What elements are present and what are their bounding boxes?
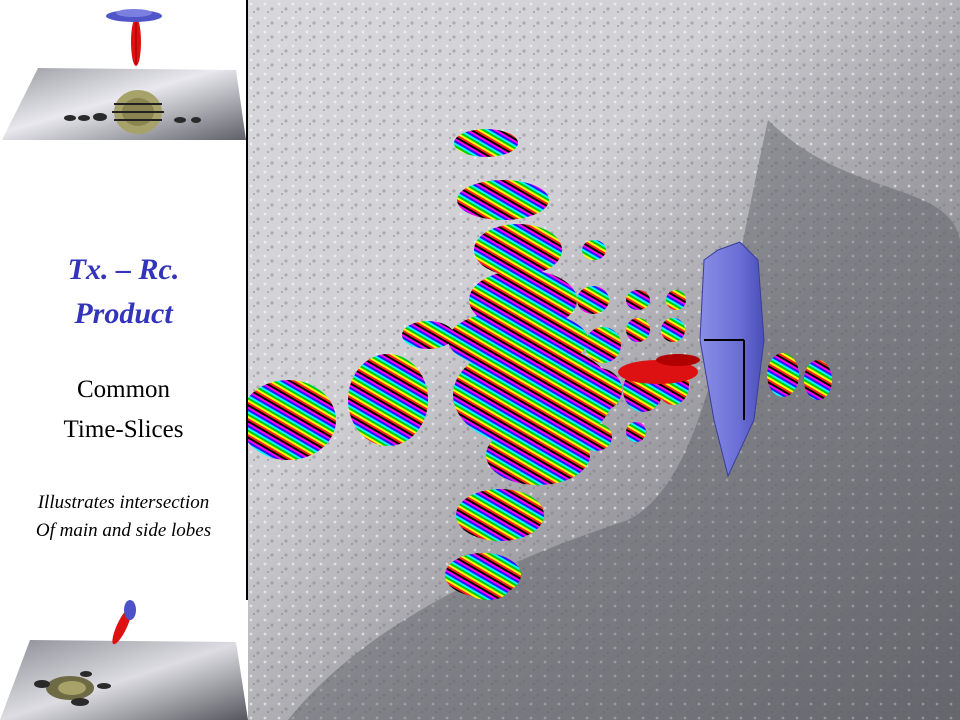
top-seafloor-thumbnail — [0, 0, 246, 150]
seafloor-surface — [0, 640, 248, 720]
title-line-1: Tx. – Rc. — [0, 252, 247, 288]
title-line-2: Product — [0, 296, 247, 332]
caption-line-2: Of main and side lobes — [0, 518, 247, 544]
ship — [124, 600, 136, 620]
subtitle-line-2: Time-Slices — [0, 414, 247, 446]
sidebar: Tx. – Rc. Product Common Time-Slices Ill… — [0, 0, 247, 720]
main-sonar-view — [248, 0, 960, 720]
beam — [131, 18, 141, 66]
ship — [106, 9, 162, 22]
caption-line-1: Illustrates intersection — [0, 490, 247, 516]
bottom-seafloor-thumbnail — [0, 596, 248, 720]
subtitle-line-1: Common — [0, 374, 247, 406]
